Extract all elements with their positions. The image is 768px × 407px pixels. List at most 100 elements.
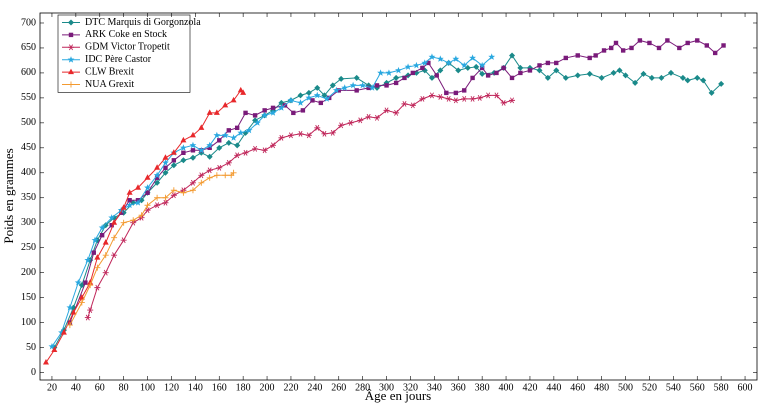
legend-marker <box>67 56 75 63</box>
marker <box>421 59 429 66</box>
marker <box>598 74 605 81</box>
marker <box>393 74 400 81</box>
marker <box>287 132 294 139</box>
marker <box>91 236 99 244</box>
marker <box>162 169 169 176</box>
series-line <box>51 56 493 347</box>
marker <box>338 75 345 82</box>
marker <box>404 63 412 70</box>
marker <box>374 83 380 88</box>
marker <box>359 81 367 89</box>
marker <box>544 74 551 81</box>
x-tick-label: 240 <box>307 382 322 393</box>
marker <box>613 40 619 46</box>
marker <box>216 164 223 171</box>
marker <box>58 328 65 336</box>
marker <box>562 74 569 81</box>
x-tick-label: 40 <box>71 382 81 393</box>
y-tick-label: 350 <box>21 192 36 203</box>
marker <box>509 52 516 59</box>
marker <box>622 72 629 79</box>
y-tick-label: 400 <box>21 167 36 178</box>
marker <box>409 102 416 109</box>
legend-label: DTC Marquis di Gorgonzola <box>85 17 201 28</box>
marker <box>305 89 312 96</box>
marker <box>234 125 240 131</box>
x-tick-label: 480 <box>594 382 609 393</box>
marker <box>252 113 258 118</box>
marker <box>127 198 132 203</box>
marker <box>314 124 321 131</box>
marker <box>180 189 187 196</box>
marker <box>230 134 238 141</box>
marker <box>554 60 559 66</box>
marker <box>305 132 312 139</box>
marker <box>120 204 127 210</box>
marker <box>479 70 486 77</box>
marker <box>222 101 229 108</box>
x-axis-label: Âge en jours <box>365 388 431 403</box>
marker <box>237 86 244 93</box>
marker <box>341 84 349 91</box>
marker <box>162 154 169 160</box>
x-tick-label: 380 <box>475 382 490 393</box>
marker <box>452 55 460 62</box>
marker <box>119 210 124 215</box>
marker <box>354 88 359 93</box>
marker <box>74 279 82 286</box>
marker <box>153 171 161 179</box>
marker <box>300 108 306 113</box>
marker <box>393 80 399 86</box>
marker <box>109 223 114 228</box>
y-tick-label: 550 <box>21 92 36 103</box>
legend-label: NUA Grexit <box>85 79 134 90</box>
marker <box>243 110 248 116</box>
marker <box>179 144 187 151</box>
marker <box>685 40 690 46</box>
marker <box>144 184 151 191</box>
marker <box>708 89 715 96</box>
marker <box>428 74 435 81</box>
x-tick-label: 180 <box>236 382 251 393</box>
x-tick-label: 520 <box>642 382 657 393</box>
marker <box>563 55 568 61</box>
marker <box>154 194 161 201</box>
marker <box>270 105 276 111</box>
marker <box>428 92 435 99</box>
marker <box>216 144 223 151</box>
marker <box>336 88 341 93</box>
x-tick-label: 600 <box>738 382 753 393</box>
marker <box>240 89 247 95</box>
marker <box>648 74 655 81</box>
marker <box>278 134 285 141</box>
marker <box>437 93 444 100</box>
marker <box>297 99 304 106</box>
marker <box>419 95 426 102</box>
x-tick-label: 160 <box>212 382 227 393</box>
marker <box>134 184 141 190</box>
marker <box>401 100 408 107</box>
y-tick-label: 700 <box>21 17 36 28</box>
marker <box>695 38 700 43</box>
series-line <box>45 89 244 363</box>
marker <box>102 239 109 245</box>
x-tick-label: 60 <box>95 382 105 393</box>
marker <box>170 162 177 169</box>
marker <box>206 141 214 149</box>
marker <box>94 284 101 291</box>
marker <box>99 232 105 238</box>
marker <box>162 159 169 166</box>
marker <box>270 142 277 149</box>
marker <box>206 167 213 174</box>
marker <box>366 85 371 91</box>
marker <box>478 61 486 69</box>
marker <box>87 307 94 314</box>
marker <box>213 109 220 115</box>
marker <box>365 113 372 120</box>
marker <box>87 279 94 285</box>
marker <box>230 169 237 176</box>
marker <box>587 55 592 61</box>
marker <box>144 202 151 209</box>
